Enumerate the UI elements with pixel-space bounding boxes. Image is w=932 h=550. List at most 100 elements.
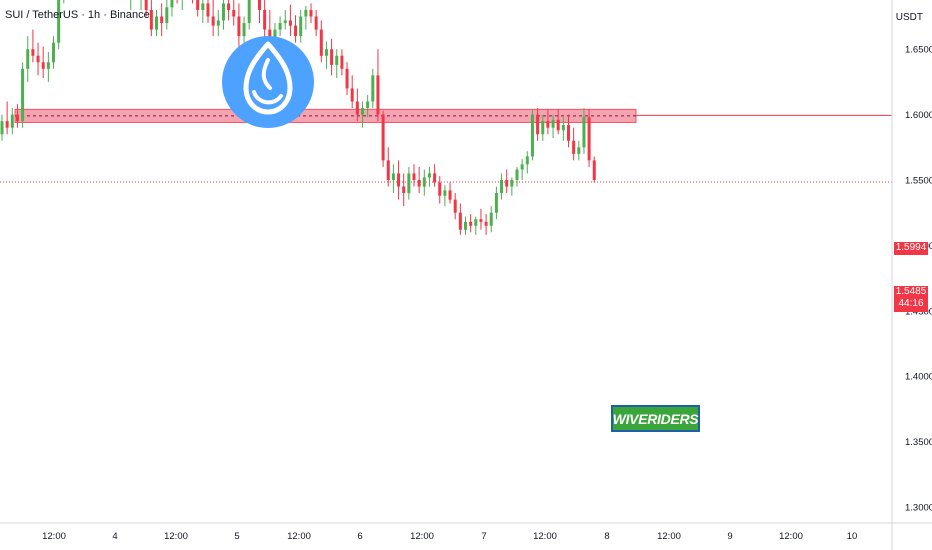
candle-body: [417, 180, 421, 187]
sui-drop-logo: [222, 36, 314, 128]
candle-body: [237, 16, 241, 37]
candle-body: [366, 101, 370, 109]
wiveriders-watermark: WIVERIDERS: [611, 405, 700, 432]
candle-body: [355, 101, 359, 115]
candle-body: [458, 212, 462, 230]
y-tick-label: 1.3500: [905, 437, 932, 448]
candle-body: [479, 219, 483, 222]
candle-body: [335, 55, 339, 65]
candle-body: [242, 23, 246, 37]
x-tick-label: 9: [727, 531, 732, 542]
candle-body: [582, 117, 586, 148]
x-tick-label: 12:00: [42, 531, 66, 542]
candle-body: [361, 108, 364, 115]
candle-body: [391, 173, 395, 180]
candle-body: [536, 114, 540, 135]
candles: [0, 0, 596, 235]
candle-body: [57, 0, 61, 43]
candle-body: [464, 221, 467, 230]
price-lines: [0, 114, 892, 183]
candle-body: [505, 180, 509, 187]
candle-body: [422, 177, 426, 187]
candle-body: [572, 140, 576, 154]
candle-body: [469, 221, 473, 226]
candle-body: [160, 16, 164, 24]
candle-body: [304, 9, 308, 17]
candle-body: [309, 9, 313, 17]
candle-body: [46, 62, 50, 69]
x-tick-label: 4: [112, 531, 117, 542]
last-price-label: 1.5485: [895, 286, 927, 297]
candle-body: [21, 68, 25, 122]
candle-body: [227, 3, 231, 10]
candle-body: [546, 121, 550, 128]
candle-body: [314, 16, 318, 30]
candle-body: [0, 121, 4, 135]
candle-body: [283, 20, 287, 24]
candle-body: [345, 68, 349, 89]
candle-body: [510, 180, 514, 187]
candle-body: [15, 114, 19, 122]
x-tick-label: 7: [481, 531, 486, 542]
x-tick-label: 12:00: [410, 531, 434, 542]
candle-body: [567, 125, 570, 141]
x-tick-label: 12:00: [533, 531, 557, 542]
candle-body: [330, 49, 334, 65]
candle-body: [196, 0, 200, 10]
x-tick-label: 8: [604, 531, 609, 542]
candle-body: [561, 125, 565, 131]
symbol-title: SUI / TetherUS · 1h · Binance: [5, 9, 150, 21]
candle-body: [412, 173, 416, 180]
candle-body: [10, 114, 14, 128]
candle-body: [31, 49, 35, 56]
candle-body: [294, 25, 298, 37]
candle-body: [165, 7, 169, 24]
candle-body: [520, 164, 524, 170]
candle-body: [206, 3, 210, 17]
x-tick-label: 6: [357, 531, 362, 542]
candle-body: [216, 20, 220, 26]
resistance-price-label: 1.5994: [895, 242, 927, 253]
candle-body: [515, 169, 519, 180]
candle-body: [319, 29, 323, 56]
candle-body: [433, 173, 437, 183]
candle-body: [407, 173, 411, 194]
candle-body: [551, 119, 555, 128]
candle-body: [484, 221, 488, 226]
y-tick-label: 1.6500: [905, 45, 932, 56]
bar-countdown: 44:16: [898, 298, 924, 309]
price-axis-unit[interactable]: USDT: [895, 12, 923, 23]
candle-body: [340, 55, 344, 69]
candle-body: [36, 55, 40, 63]
candle-body: [144, 0, 148, 10]
x-tick-label: 12:00: [287, 531, 311, 542]
candle-body: [386, 160, 390, 180]
candle-body: [149, 9, 153, 30]
y-tick-label: 1.3000: [905, 503, 932, 514]
candle-body: [453, 199, 457, 213]
candle-body: [350, 88, 354, 102]
candle-body: [52, 42, 55, 63]
candle-body: [556, 119, 560, 131]
y-tick-label: 1.4000: [905, 372, 932, 383]
candle-body: [381, 114, 385, 161]
candle-body: [525, 156, 529, 165]
candle-body: [371, 75, 375, 102]
x-tick-label: 5: [234, 531, 239, 542]
candle-body: [26, 49, 30, 69]
candle-body: [211, 16, 215, 26]
candle-body: [494, 193, 498, 213]
x-tick-label: 12:00: [779, 531, 803, 542]
x-tick-label: 12:00: [164, 531, 188, 542]
candle-body: [500, 180, 504, 194]
candle-body: [587, 117, 591, 161]
candle-body: [324, 49, 328, 56]
candle-body: [376, 75, 380, 115]
y-tick-label: 1.5500: [905, 176, 932, 187]
candle-body: [530, 114, 534, 157]
candle-body: [170, 0, 174, 8]
candle-body: [232, 9, 236, 17]
candle-body: [201, 3, 205, 10]
